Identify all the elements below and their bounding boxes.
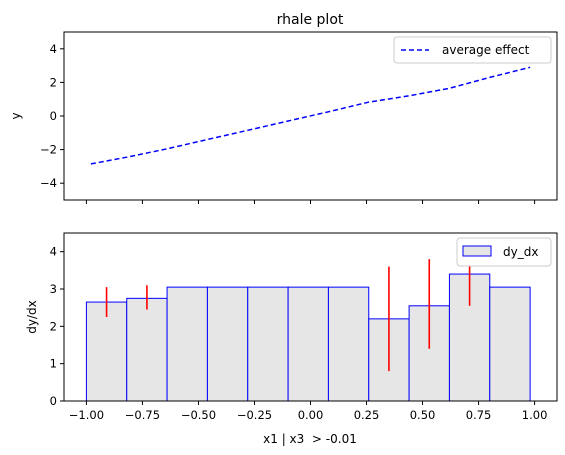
bottom-legend: dy_dx: [456, 237, 552, 267]
bottom-y-tick-label: 0: [50, 394, 57, 408]
bottom-legend-box: [456, 237, 552, 267]
dy-dx-bar: [327, 286, 370, 402]
top-y-ticks: −4 −2 0 2 4: [40, 42, 64, 190]
dy-dx-bar: [287, 286, 329, 402]
bottom-x-tick-label: −0.25: [237, 408, 272, 422]
top-y-tick-label: 0: [50, 109, 57, 123]
legend-dy-dx-label: dy_dx: [503, 245, 538, 259]
dy-dx-bar: [247, 286, 289, 402]
dy-dx-bar: [489, 286, 531, 402]
bottom-x-ticks: −1.00 −0.75 −0.50 −0.25 0.00 0.25 0.50 0.75 1.00: [69, 401, 548, 422]
bottom-axes: dy/dx x1 | x3 > -0.01 0 1 2 3 4 −1.00 −0.75 −0…: [25, 232, 558, 446]
top-y-tick-label: 4: [50, 42, 57, 56]
bottom-bars: [85, 273, 531, 402]
top-x-ticks: [85, 200, 536, 204]
bottom-x-tick-label: −0.75: [125, 408, 160, 422]
bottom-x-tick-label: 0.75: [466, 408, 492, 422]
bottom-x-tick-label: 0.25: [354, 408, 380, 422]
chart-title: rhale plot: [277, 12, 344, 28]
top-axes-frame: [63, 31, 558, 201]
bottom-x-tick-label: 1.00: [522, 408, 548, 422]
bottom-y-tick-label: 2: [50, 319, 57, 333]
top-legend: average effect: [393, 36, 552, 64]
bottom-y-ticks: 0 1 2 3 4: [50, 245, 64, 408]
bottom-x-tick-label: 0.00: [298, 408, 324, 422]
bottom-y-tick-label: 1: [50, 357, 57, 371]
top-plot-area: [90, 66, 531, 165]
bottom-x-tick-label: −1.00: [69, 408, 104, 422]
top-axes: rhale plot y −4 −2 0 2 4 average effect: [9, 12, 558, 204]
bottom-y-axis-label: dy/dx: [25, 300, 39, 333]
bottom-x-tick-label: −0.50: [181, 408, 216, 422]
top-legend-box: [393, 36, 552, 64]
dy-dx-bar: [126, 297, 168, 402]
top-y-tick-label: 2: [50, 75, 57, 89]
top-y-tick-label: −4: [40, 176, 57, 190]
legend-dy-dx-swatch: [462, 245, 492, 257]
top-y-axis-label: y: [9, 112, 23, 119]
bottom-x-axis-label: x1 | x3 > -0.01: [263, 432, 357, 446]
dy-dx-bar: [166, 286, 208, 402]
bottom-y-tick-label: 3: [50, 282, 57, 296]
bottom-axes-frame: [63, 232, 558, 402]
top-y-tick-label: −2: [40, 143, 57, 157]
bottom-y-tick-label: 4: [50, 245, 57, 259]
average-effect-line: [90, 66, 531, 165]
dy-dx-bar: [206, 286, 249, 402]
bottom-x-tick-label: 0.50: [410, 408, 436, 422]
legend-average-effect-label: average effect: [442, 43, 530, 57]
